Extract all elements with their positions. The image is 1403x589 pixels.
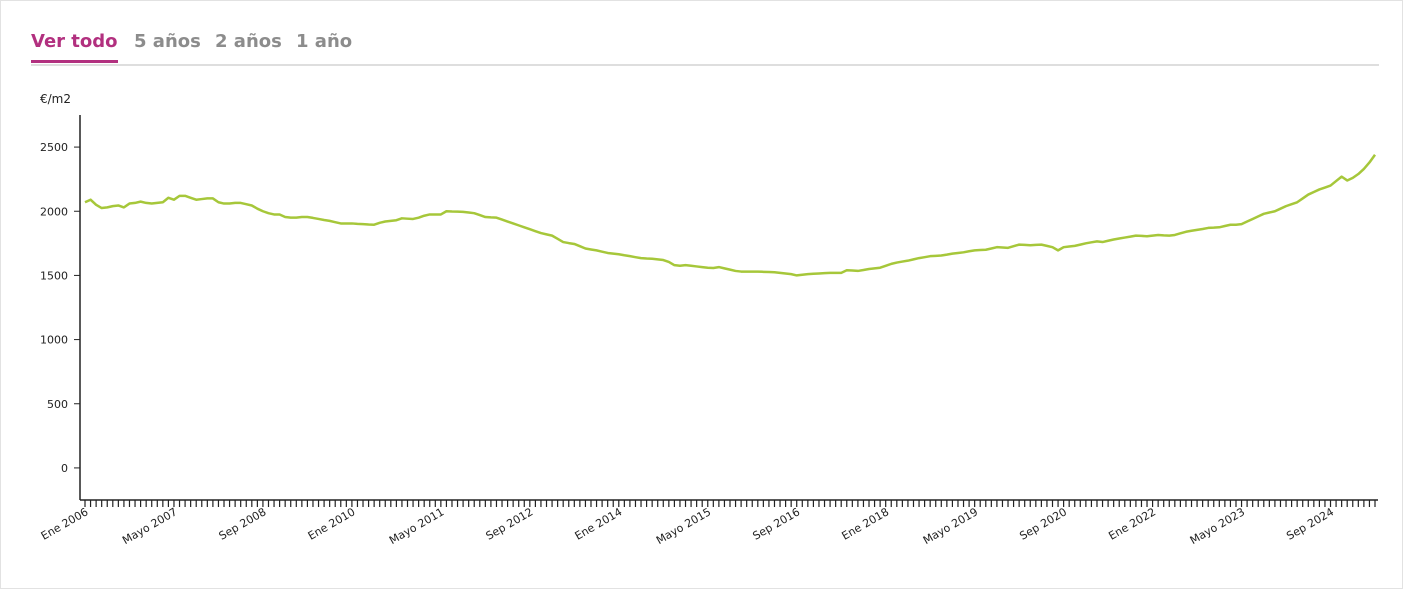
x-tick-label: Ene 2006: [39, 505, 91, 542]
tab-bar: Ver todo 5 años 2 años 1 año: [31, 31, 1379, 66]
tab[interactable]: 5 años: [134, 31, 201, 52]
tab[interactable]: Ver todo: [31, 31, 118, 63]
x-tick-label: Sep 2008: [217, 505, 269, 542]
y-tick-label: 1000: [40, 334, 68, 347]
x-tick-label: Ene 2014: [573, 505, 625, 542]
x-tick-label: Sep 2020: [1017, 505, 1069, 542]
x-tick-label: Sep 2012: [484, 505, 536, 542]
y-tick-label: 2500: [40, 141, 68, 154]
x-tick-label: Sep 2024: [1284, 505, 1336, 542]
x-tick-label: Ene 2018: [839, 505, 891, 542]
x-tick-label: Mayo 2015: [654, 505, 713, 547]
x-tick-label: Mayo 2019: [921, 505, 980, 547]
x-tick-label: Ene 2022: [1106, 505, 1158, 542]
y-tick-label: 1500: [40, 269, 68, 282]
x-tick-label: Sep 2016: [750, 505, 802, 542]
y-tick-label: 500: [47, 398, 68, 411]
y-axis-unit: €/m2: [40, 92, 71, 106]
x-tick-label: Ene 2010: [306, 505, 358, 542]
x-tick-label: Mayo 2023: [1188, 505, 1247, 547]
y-tick-label: 2000: [40, 205, 68, 218]
x-tick-label: Mayo 2007: [120, 505, 179, 547]
y-tick-label: 0: [61, 462, 68, 475]
tab[interactable]: 1 año: [296, 31, 353, 52]
series-line: [84, 154, 1377, 277]
tab[interactable]: 2 años: [215, 31, 282, 52]
x-tick-label: Mayo 2011: [387, 505, 446, 547]
